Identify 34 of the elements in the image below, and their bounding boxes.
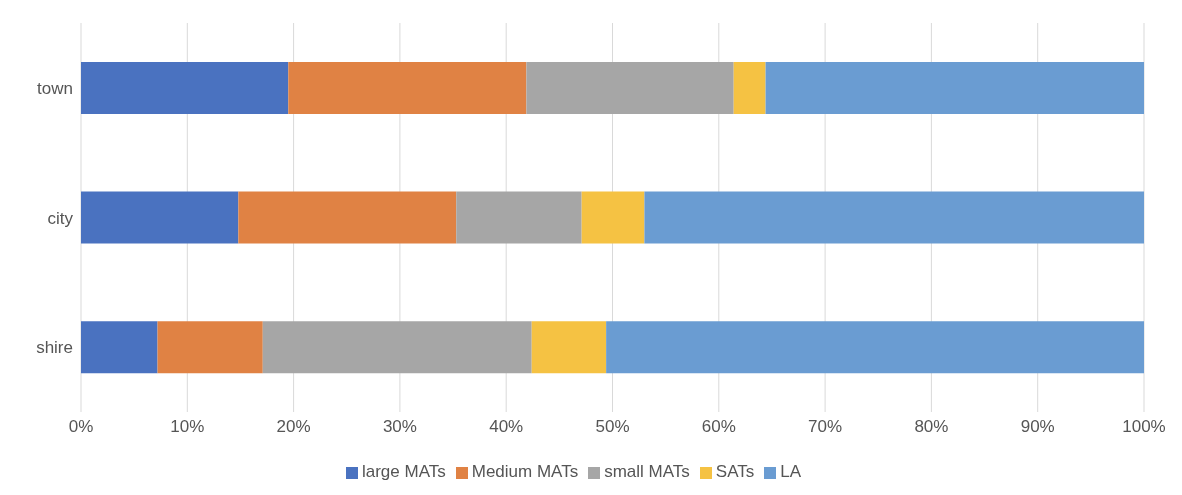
x-tick-label: 50% xyxy=(595,417,630,437)
bar xyxy=(531,321,607,374)
bar xyxy=(733,61,766,114)
bar xyxy=(81,61,289,114)
bar xyxy=(81,191,239,244)
bar xyxy=(606,321,1144,374)
bar xyxy=(262,321,532,374)
x-tick-label: 70% xyxy=(808,417,843,437)
bar xyxy=(526,61,734,114)
bar xyxy=(157,321,263,374)
bar xyxy=(288,61,527,114)
x-tick-label: 90% xyxy=(1020,417,1055,437)
bar xyxy=(765,61,1144,114)
x-tick-label: 60% xyxy=(701,417,736,437)
x-tick-label: 10% xyxy=(170,417,205,437)
legend-label: LA xyxy=(780,462,802,481)
legend-label: Medium MATs xyxy=(471,462,579,481)
x-tick-label: 80% xyxy=(914,417,949,437)
legend-label: SATs xyxy=(715,462,755,481)
bar xyxy=(238,191,457,244)
legend-label: small MATs xyxy=(604,462,690,481)
bar xyxy=(456,191,582,244)
bar xyxy=(81,321,158,374)
y-tick-label: shire xyxy=(36,338,73,358)
bar xyxy=(644,191,1144,244)
x-tick-label: 30% xyxy=(382,417,417,437)
x-tick-label: 40% xyxy=(489,417,524,437)
y-tick-label: city xyxy=(47,208,74,228)
x-tick-label: 20% xyxy=(276,417,311,437)
bar xyxy=(581,191,645,244)
y-tick-label: town xyxy=(37,78,73,98)
x-tick-label: 100% xyxy=(1122,417,1166,437)
legend-label: large MATs xyxy=(361,462,446,481)
x-tick-label: 0% xyxy=(68,417,94,437)
